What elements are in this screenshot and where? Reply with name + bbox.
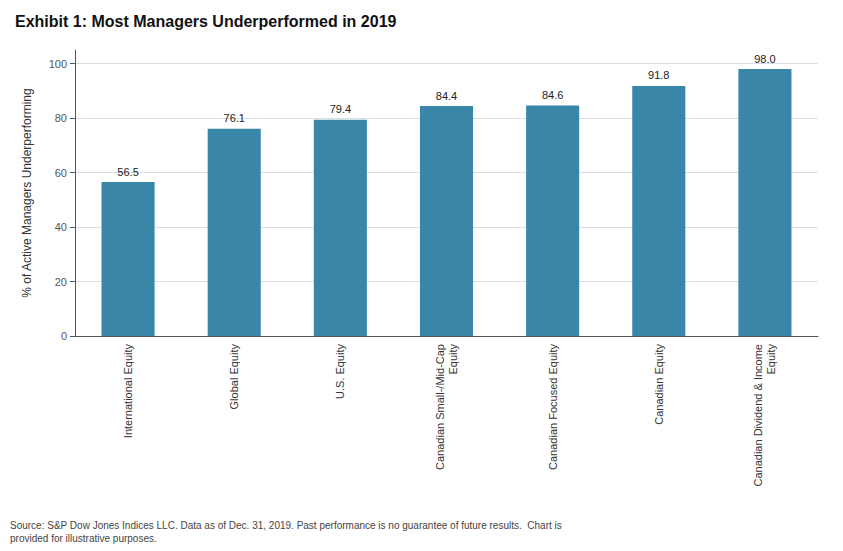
svg-text:Canadian Equity: Canadian Equity — [653, 344, 665, 425]
svg-text:0: 0 — [61, 330, 67, 342]
svg-text:91.8: 91.8 — [648, 69, 669, 81]
svg-text:Canadian Small-/Mid-Cap: Canadian Small-/Mid-Cap — [434, 344, 446, 470]
svg-text:40: 40 — [55, 221, 67, 233]
svg-text:provided for illustrative purp: provided for illustrative purposes. — [10, 533, 157, 544]
svg-text:100: 100 — [49, 58, 67, 70]
svg-text:84.4: 84.4 — [436, 90, 457, 102]
svg-text:% of Active Managers Underperf: % of Active Managers Underperforming — [20, 88, 34, 297]
svg-text:76.1: 76.1 — [224, 112, 245, 124]
svg-text:60: 60 — [55, 167, 67, 179]
svg-text:Source: S&P Dow Jones Indices: Source: S&P Dow Jones Indices LLC. Data … — [10, 520, 562, 531]
svg-text:20: 20 — [55, 276, 67, 288]
svg-text:56.5: 56.5 — [117, 166, 138, 178]
svg-text:Equity: Equity — [447, 344, 459, 375]
svg-text:Equity: Equity — [765, 344, 777, 375]
svg-text:Canadian Focused Equity: Canadian Focused Equity — [547, 344, 559, 470]
svg-text:U.S. Equity: U.S. Equity — [334, 344, 346, 400]
svg-text:98.0: 98.0 — [754, 53, 775, 65]
svg-text:Global Equity: Global Equity — [228, 344, 240, 410]
svg-text:Canadian Dividend & Income: Canadian Dividend & Income — [752, 344, 764, 486]
svg-text:79.4: 79.4 — [330, 103, 351, 115]
svg-text:International Equity: International Equity — [122, 344, 134, 439]
svg-text:80: 80 — [55, 112, 67, 124]
svg-text:84.6: 84.6 — [542, 89, 563, 101]
svg-text:Exhibit 1: Most Managers Under: Exhibit 1: Most Managers Underperformed … — [15, 13, 397, 30]
